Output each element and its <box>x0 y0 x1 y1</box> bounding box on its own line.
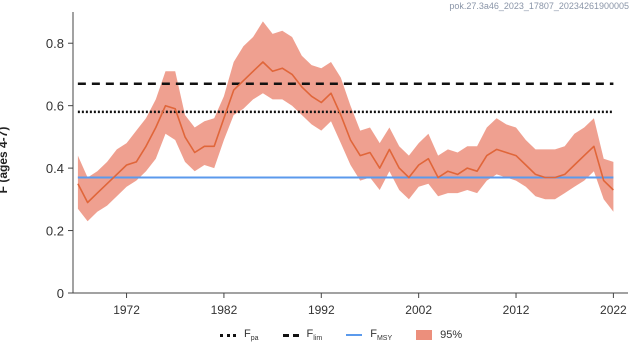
x-tick-label: 1972 <box>113 303 140 317</box>
y-tick-label: 0 <box>57 286 64 301</box>
legend-swatch-dotted <box>220 333 236 337</box>
x-tick-label: 1982 <box>211 303 238 317</box>
legend-item: Flim <box>282 327 323 343</box>
legend-item: Fpa <box>220 328 259 342</box>
x-tick-label: 2002 <box>405 303 432 317</box>
band-layer <box>77 21 614 222</box>
x-tick-label: 1992 <box>308 303 335 317</box>
legend-item: 95% <box>416 329 462 341</box>
legend-swatch-line <box>346 334 363 336</box>
f-series-line <box>77 61 614 204</box>
legend: Fpa Flim FMSY 95% <box>220 326 486 344</box>
watermark-text: pok.27.3a46_2023_17807_20234261900005 <box>449 1 629 11</box>
legend-label-subscript: pa <box>250 335 259 343</box>
series-layer <box>77 61 614 204</box>
reference-lines <box>77 82 614 179</box>
legend-label: Fpa <box>244 327 259 343</box>
axes: 0 0.2 0.4 0.6 0.8 1972 1982 1992 2002 2012 2022 <box>46 12 628 317</box>
y-tick-label: 0.4 <box>46 161 64 176</box>
legend-swatch-band <box>416 330 433 340</box>
legend-label: 95% <box>440 329 463 341</box>
y-tick-label: 0.2 <box>46 224 64 239</box>
legend-label-subscript: MSY <box>376 335 393 343</box>
x-tick-label: 2022 <box>600 303 627 317</box>
legend-swatch-dashed <box>282 333 299 337</box>
confidence-band-95 <box>77 21 614 222</box>
legend-label: Flim <box>306 327 323 343</box>
legend-label: FMSY <box>370 327 393 343</box>
x-tick-label: 2012 <box>503 303 530 317</box>
legend-item: FMSY <box>346 328 392 342</box>
y-tick-label: 0.6 <box>46 99 64 114</box>
y-tick-label: 0.8 <box>46 36 64 51</box>
legend-label-subscript: lim <box>313 335 323 343</box>
